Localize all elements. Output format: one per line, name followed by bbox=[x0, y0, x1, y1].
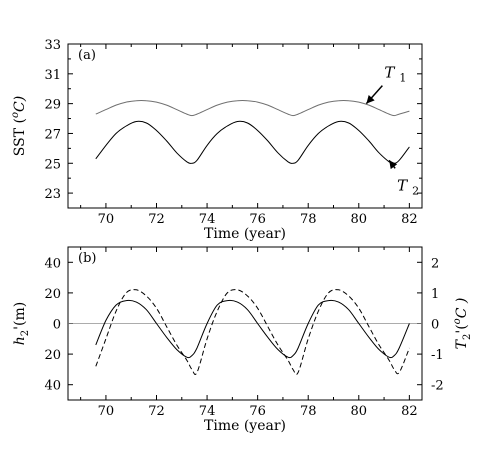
y2-axis-title: T2'(oC ) bbox=[452, 298, 473, 350]
y2-tick-label: 1 bbox=[431, 287, 439, 302]
x-tick-label: 80 bbox=[351, 212, 368, 227]
y-tick-label: 33 bbox=[44, 38, 61, 53]
y-tick-label: 31 bbox=[44, 68, 61, 83]
x-tick-label: 70 bbox=[98, 212, 115, 227]
x-tick-label: 82 bbox=[401, 212, 418, 227]
panel-tag: (a) bbox=[78, 48, 96, 63]
y-axis-title: SST (oC) bbox=[10, 96, 28, 156]
x-tick-label: 76 bbox=[249, 404, 266, 419]
x-tick-label: 82 bbox=[401, 404, 418, 419]
panel-a: 70 72 74 76 78 80 82 23 25 27 29 31 33 (a) Time (year)… bbox=[10, 38, 423, 242]
annotation-arrowhead bbox=[389, 160, 398, 170]
x-tick-label: 78 bbox=[300, 212, 317, 227]
y-tick-label: 0 bbox=[53, 318, 61, 333]
x-tick-label: 74 bbox=[199, 212, 216, 227]
y2-tick-label: -1 bbox=[431, 348, 444, 363]
y2-tick-label: 2 bbox=[431, 256, 439, 271]
panel-b: 70 72 74 76 78 80 82 40 20 0 20 40 -2 -1 0 1 2 (b) Time (y… bbox=[12, 246, 473, 434]
x-axis-title: Time (year) bbox=[204, 226, 286, 242]
x-tick-label: 76 bbox=[249, 212, 266, 227]
y-tick-label: 27 bbox=[44, 127, 61, 142]
y-tick-label: 20 bbox=[44, 287, 61, 302]
y2-tick-label: -2 bbox=[431, 379, 444, 394]
series-line-t2 bbox=[95, 289, 410, 375]
y-tick-label: 40 bbox=[44, 256, 61, 271]
x-tick-label: 72 bbox=[148, 212, 165, 227]
y-tick-label: 29 bbox=[44, 98, 61, 113]
y-axis-title: h2'(m) bbox=[12, 302, 31, 345]
panel-tag: (b) bbox=[78, 251, 96, 266]
x-tick-label: 80 bbox=[351, 404, 368, 419]
plot-frame bbox=[67, 43, 423, 209]
series-line-t2 bbox=[95, 120, 410, 164]
annotation-arrowhead bbox=[366, 94, 375, 104]
x-tick-label: 70 bbox=[98, 404, 115, 419]
x-tick-label: 78 bbox=[300, 404, 317, 419]
x-axis-title: Time (year) bbox=[204, 418, 286, 434]
y-tick-label: 23 bbox=[44, 187, 61, 202]
x-tick-label: 72 bbox=[148, 404, 165, 419]
series-line-t1 bbox=[95, 99, 410, 117]
series-line-h2 bbox=[95, 299, 410, 359]
y2-tick-label: 0 bbox=[431, 318, 439, 333]
y-tick-label: 20 bbox=[44, 348, 61, 363]
x-tick-label: 74 bbox=[199, 404, 216, 419]
y-tick-label: 40 bbox=[44, 379, 61, 394]
y-tick-label: 25 bbox=[44, 157, 61, 172]
